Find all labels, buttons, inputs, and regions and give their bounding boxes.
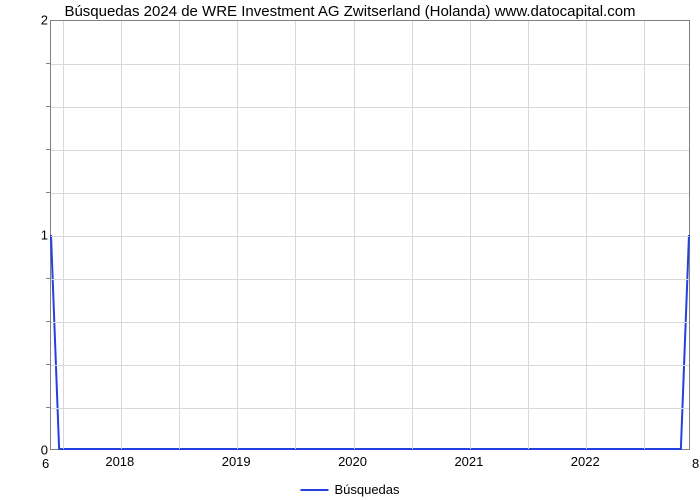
x-tick-label: 2018 [105, 454, 134, 469]
line-series [51, 21, 689, 449]
gridline-v [121, 21, 122, 449]
x-tick-label: 2021 [454, 454, 483, 469]
gridline-h [51, 236, 689, 237]
gridline-v [295, 21, 296, 449]
gridline-h-minor [51, 365, 689, 366]
gridline-v [237, 21, 238, 449]
y-minor-tick [46, 63, 50, 64]
gridline-h-minor [51, 107, 689, 108]
x-tick-label: 2022 [571, 454, 600, 469]
x-tick-label: 2019 [222, 454, 251, 469]
gridline-v [179, 21, 180, 449]
y-minor-tick [46, 407, 50, 408]
gridline-v [470, 21, 471, 449]
y-tick-label: 0 [18, 443, 48, 458]
gridline-h-minor [51, 150, 689, 151]
secondary-axis-left: 6 [42, 456, 49, 471]
gridline-h-minor [51, 279, 689, 280]
chart-container: Búsquedas 2024 de WRE Investment AG Zwit… [0, 0, 700, 500]
y-tick-label: 2 [18, 13, 48, 28]
gridline-v [528, 21, 529, 449]
gridline-h-minor [51, 408, 689, 409]
y-minor-tick [46, 364, 50, 365]
legend-swatch [300, 489, 328, 491]
gridline-v [63, 21, 64, 449]
gridline-v [354, 21, 355, 449]
y-tick-label: 1 [18, 228, 48, 243]
secondary-axis-right: 8 [692, 456, 699, 471]
gridline-v [644, 21, 645, 449]
y-minor-tick [46, 321, 50, 322]
gridline-v [586, 21, 587, 449]
y-minor-tick [46, 106, 50, 107]
x-tick-label: 2020 [338, 454, 367, 469]
gridline-h-minor [51, 322, 689, 323]
y-minor-tick [46, 192, 50, 193]
legend-label: Búsquedas [334, 482, 399, 497]
gridline-v [412, 21, 413, 449]
plot-area [50, 20, 690, 450]
legend: Búsquedas [300, 482, 399, 497]
y-minor-tick [46, 149, 50, 150]
y-minor-tick [46, 278, 50, 279]
gridline-h-minor [51, 193, 689, 194]
chart-title: Búsquedas 2024 de WRE Investment AG Zwit… [0, 3, 700, 20]
gridline-h-minor [51, 64, 689, 65]
